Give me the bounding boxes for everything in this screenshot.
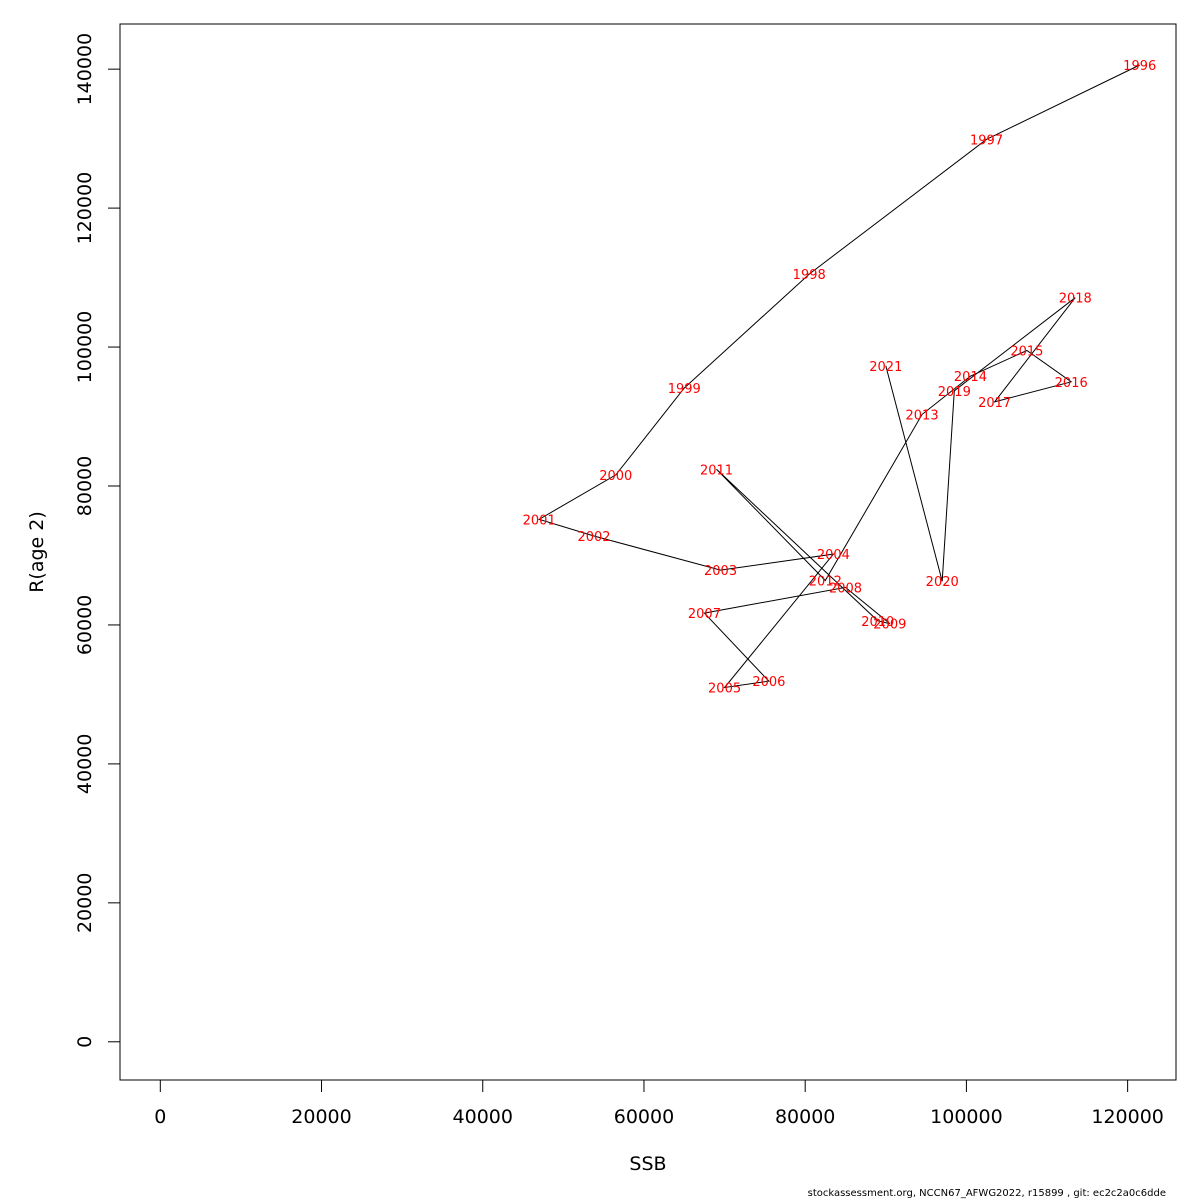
recruitment-trajectory-line bbox=[537, 64, 1140, 689]
x-tick-label: 40000 bbox=[453, 1106, 513, 1128]
year-label-2020: 2020 bbox=[926, 575, 959, 590]
y-tick-label: 0 bbox=[74, 1036, 96, 1048]
year-label-1996: 1996 bbox=[1123, 59, 1156, 74]
year-label-2009: 2009 bbox=[873, 618, 906, 633]
y-tick-label: 120000 bbox=[74, 172, 96, 245]
plot-frame bbox=[119, 23, 1177, 1081]
y-axis-title: R(age 2) bbox=[26, 511, 48, 593]
year-labels: 1996 1997 1998 1999 2000 2001 2002 2003 2004 2005… bbox=[523, 59, 1157, 696]
year-label-2005: 2005 bbox=[708, 681, 741, 696]
x-tick-label: 20000 bbox=[291, 1106, 351, 1128]
x-tick-label: 100000 bbox=[930, 1106, 1003, 1128]
year-label-2017: 2017 bbox=[978, 396, 1011, 411]
y-tick-label: 20000 bbox=[74, 873, 96, 933]
x-tick-label: 0 bbox=[154, 1106, 166, 1128]
year-label-2016: 2016 bbox=[1055, 376, 1088, 391]
year-label-1999: 1999 bbox=[668, 382, 701, 397]
year-label-2006: 2006 bbox=[752, 675, 785, 690]
y-tick-label: 80000 bbox=[74, 456, 96, 516]
year-label-2013: 2013 bbox=[906, 408, 939, 423]
y-tick-label: 100000 bbox=[74, 311, 96, 384]
x-tick-label: 80000 bbox=[775, 1106, 835, 1128]
year-label-2011: 2011 bbox=[700, 463, 733, 478]
year-label-2015: 2015 bbox=[1010, 345, 1043, 360]
y-axis: 0 20000 40000 60000 80000 100000 120000 140000 bbox=[74, 33, 121, 1048]
year-label-2001: 2001 bbox=[523, 513, 556, 528]
year-label-2018: 2018 bbox=[1059, 292, 1092, 307]
year-label-2000: 2000 bbox=[599, 469, 632, 484]
year-label-2019: 2019 bbox=[938, 385, 971, 400]
year-label-2014: 2014 bbox=[954, 370, 987, 385]
year-label-2021: 2021 bbox=[869, 360, 902, 375]
y-tick-label: 40000 bbox=[74, 734, 96, 794]
year-label-2004: 2004 bbox=[817, 548, 850, 563]
year-label-1997: 1997 bbox=[970, 133, 1003, 148]
x-tick-label: 60000 bbox=[614, 1106, 674, 1128]
year-label-1998: 1998 bbox=[793, 268, 826, 283]
year-label-2010: 2010 bbox=[861, 615, 894, 630]
year-label-2008: 2008 bbox=[829, 581, 862, 596]
x-axis-title: SSB bbox=[629, 1153, 666, 1175]
footer-credit: stockassessment.org, NCCN67_AFWG2022, r1… bbox=[807, 1188, 1166, 1199]
x-axis: 0 20000 40000 60000 80000 100000 120000 bbox=[154, 1079, 1164, 1128]
y-tick-label: 140000 bbox=[74, 33, 96, 106]
x-tick-label: 120000 bbox=[1091, 1106, 1164, 1128]
year-label-2002: 2002 bbox=[577, 530, 610, 545]
year-label-2007: 2007 bbox=[688, 607, 721, 622]
y-tick-label: 60000 bbox=[74, 595, 96, 655]
year-label-2012: 2012 bbox=[809, 574, 842, 589]
year-label-2003: 2003 bbox=[704, 564, 737, 579]
